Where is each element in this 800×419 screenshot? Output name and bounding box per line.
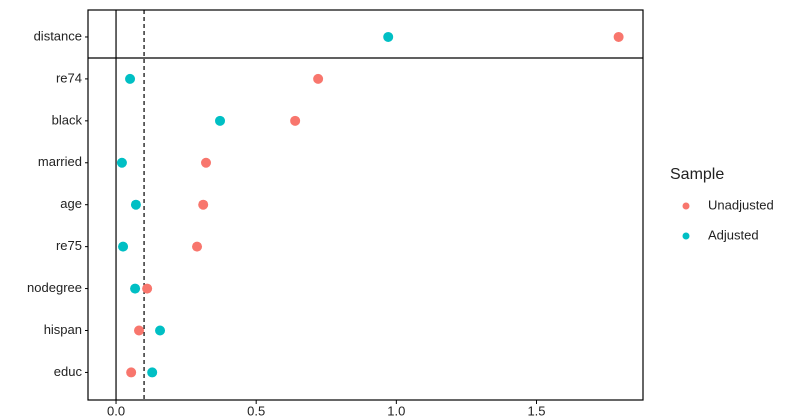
x-tick-label: 1.5	[527, 403, 545, 418]
point	[126, 367, 137, 378]
x-tick-label: 0.5	[247, 403, 265, 418]
x-tick-label: 1.0	[387, 403, 405, 418]
point	[155, 325, 166, 336]
y-tick-label: nodegree	[27, 280, 82, 295]
point	[192, 241, 203, 252]
point	[116, 157, 127, 168]
point	[130, 199, 141, 210]
y-tick-label: distance	[34, 28, 82, 43]
point	[215, 115, 226, 126]
y-tick-label: black	[52, 112, 83, 127]
point	[142, 283, 153, 294]
y-tick-label: re75	[56, 238, 82, 253]
legend-key	[682, 202, 690, 210]
legend-title: Sample	[670, 166, 724, 183]
plot-panel	[87, 9, 644, 401]
point	[147, 367, 158, 378]
point	[130, 283, 141, 294]
point	[313, 73, 324, 84]
point	[290, 115, 301, 126]
y-tick-label: hispan	[44, 322, 82, 337]
point	[134, 325, 145, 336]
legend-label: Adjusted	[708, 227, 759, 242]
point	[198, 199, 209, 210]
point	[383, 31, 394, 42]
y-tick-label: educ	[54, 364, 83, 379]
point	[118, 241, 129, 252]
x-tick-label: 0.0	[107, 403, 125, 418]
legend-key	[682, 232, 690, 240]
point	[125, 73, 136, 84]
point	[613, 31, 624, 42]
legend-label: Unadjusted	[708, 197, 774, 212]
y-tick-label: age	[60, 196, 82, 211]
y-tick-label: re74	[56, 70, 82, 85]
y-tick-label: married	[38, 154, 82, 169]
point	[201, 157, 212, 168]
